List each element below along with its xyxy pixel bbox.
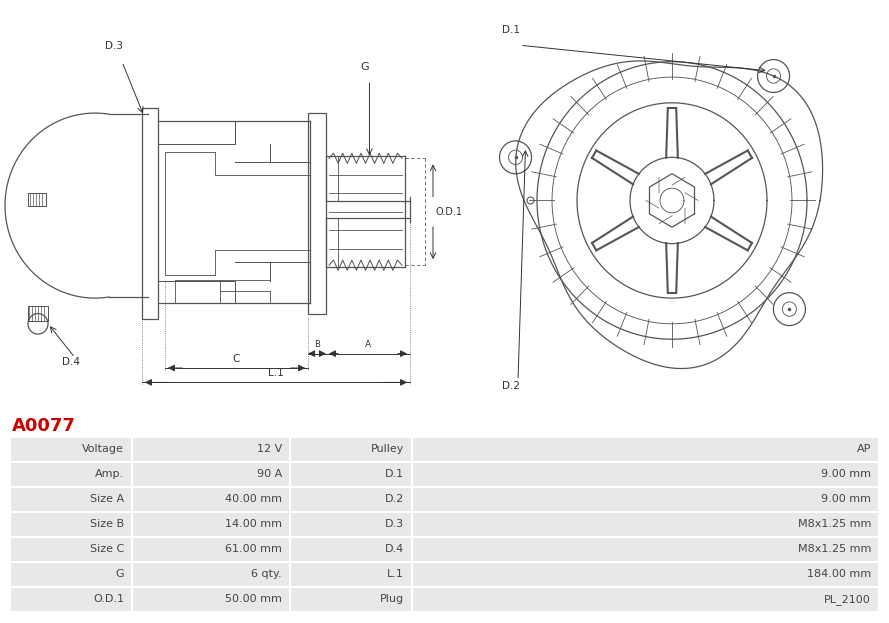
Bar: [413, 563, 878, 586]
Text: B: B: [314, 340, 320, 350]
Bar: [133, 588, 289, 611]
Bar: [291, 588, 411, 611]
Bar: [11, 513, 131, 536]
Bar: [413, 513, 878, 536]
Bar: [142, 108, 158, 318]
Text: Size B: Size B: [90, 520, 124, 530]
Bar: [133, 488, 289, 511]
Text: 40.00 mm: 40.00 mm: [225, 494, 282, 505]
Text: Size C: Size C: [90, 545, 124, 554]
Text: 9.00 mm: 9.00 mm: [821, 494, 871, 505]
Bar: [291, 563, 411, 586]
Text: D.1: D.1: [502, 25, 520, 35]
Text: O.D.1: O.D.1: [435, 207, 462, 217]
Bar: [291, 488, 411, 511]
Text: Plug: Plug: [380, 594, 404, 604]
Text: D.4: D.4: [385, 545, 404, 554]
Text: 184.00 mm: 184.00 mm: [807, 569, 871, 579]
Text: Voltage: Voltage: [82, 444, 124, 454]
Bar: [413, 588, 878, 611]
Text: A: A: [365, 340, 371, 350]
Text: PL_2100: PL_2100: [824, 594, 871, 605]
Text: D.3: D.3: [385, 520, 404, 530]
Text: Amp.: Amp.: [95, 469, 124, 479]
Bar: [11, 488, 131, 511]
Bar: [28, 193, 46, 206]
Text: L.1: L.1: [268, 368, 284, 378]
Text: G: G: [116, 569, 124, 579]
Bar: [11, 563, 131, 586]
Text: 61.00 mm: 61.00 mm: [225, 545, 282, 554]
Text: D.3: D.3: [105, 41, 123, 51]
Bar: [133, 538, 289, 561]
Bar: [11, 438, 131, 461]
Bar: [11, 463, 131, 486]
Text: M8x1.25 mm: M8x1.25 mm: [797, 545, 871, 554]
Text: 12 V: 12 V: [257, 444, 282, 454]
Bar: [28, 307, 48, 321]
Text: A0077: A0077: [12, 417, 76, 435]
Bar: [413, 538, 878, 561]
Text: 14.00 mm: 14.00 mm: [225, 520, 282, 530]
Bar: [11, 588, 131, 611]
Bar: [291, 438, 411, 461]
Text: D.2: D.2: [385, 494, 404, 505]
Text: L.1: L.1: [387, 569, 404, 579]
Text: AP: AP: [857, 444, 871, 454]
Text: 6 qty.: 6 qty.: [252, 569, 282, 579]
Text: O.D.1: O.D.1: [93, 594, 124, 604]
Text: 90 A: 90 A: [257, 469, 282, 479]
Text: Size A: Size A: [90, 494, 124, 505]
Text: D.1: D.1: [385, 469, 404, 479]
Bar: [133, 438, 289, 461]
Text: D.2: D.2: [502, 381, 520, 391]
Bar: [133, 463, 289, 486]
Bar: [11, 538, 131, 561]
Bar: [308, 113, 326, 313]
Text: Pulley: Pulley: [371, 444, 404, 454]
Text: G: G: [360, 62, 369, 72]
Text: C: C: [233, 354, 240, 364]
Bar: [413, 488, 878, 511]
Text: D.4: D.4: [62, 357, 80, 367]
Text: 9.00 mm: 9.00 mm: [821, 469, 871, 479]
Bar: [133, 513, 289, 536]
Bar: [291, 538, 411, 561]
Text: M8x1.25 mm: M8x1.25 mm: [797, 520, 871, 530]
Bar: [133, 563, 289, 586]
Bar: [291, 513, 411, 536]
Text: 50.00 mm: 50.00 mm: [225, 594, 282, 604]
Bar: [413, 438, 878, 461]
Bar: [291, 463, 411, 486]
Bar: [413, 463, 878, 486]
